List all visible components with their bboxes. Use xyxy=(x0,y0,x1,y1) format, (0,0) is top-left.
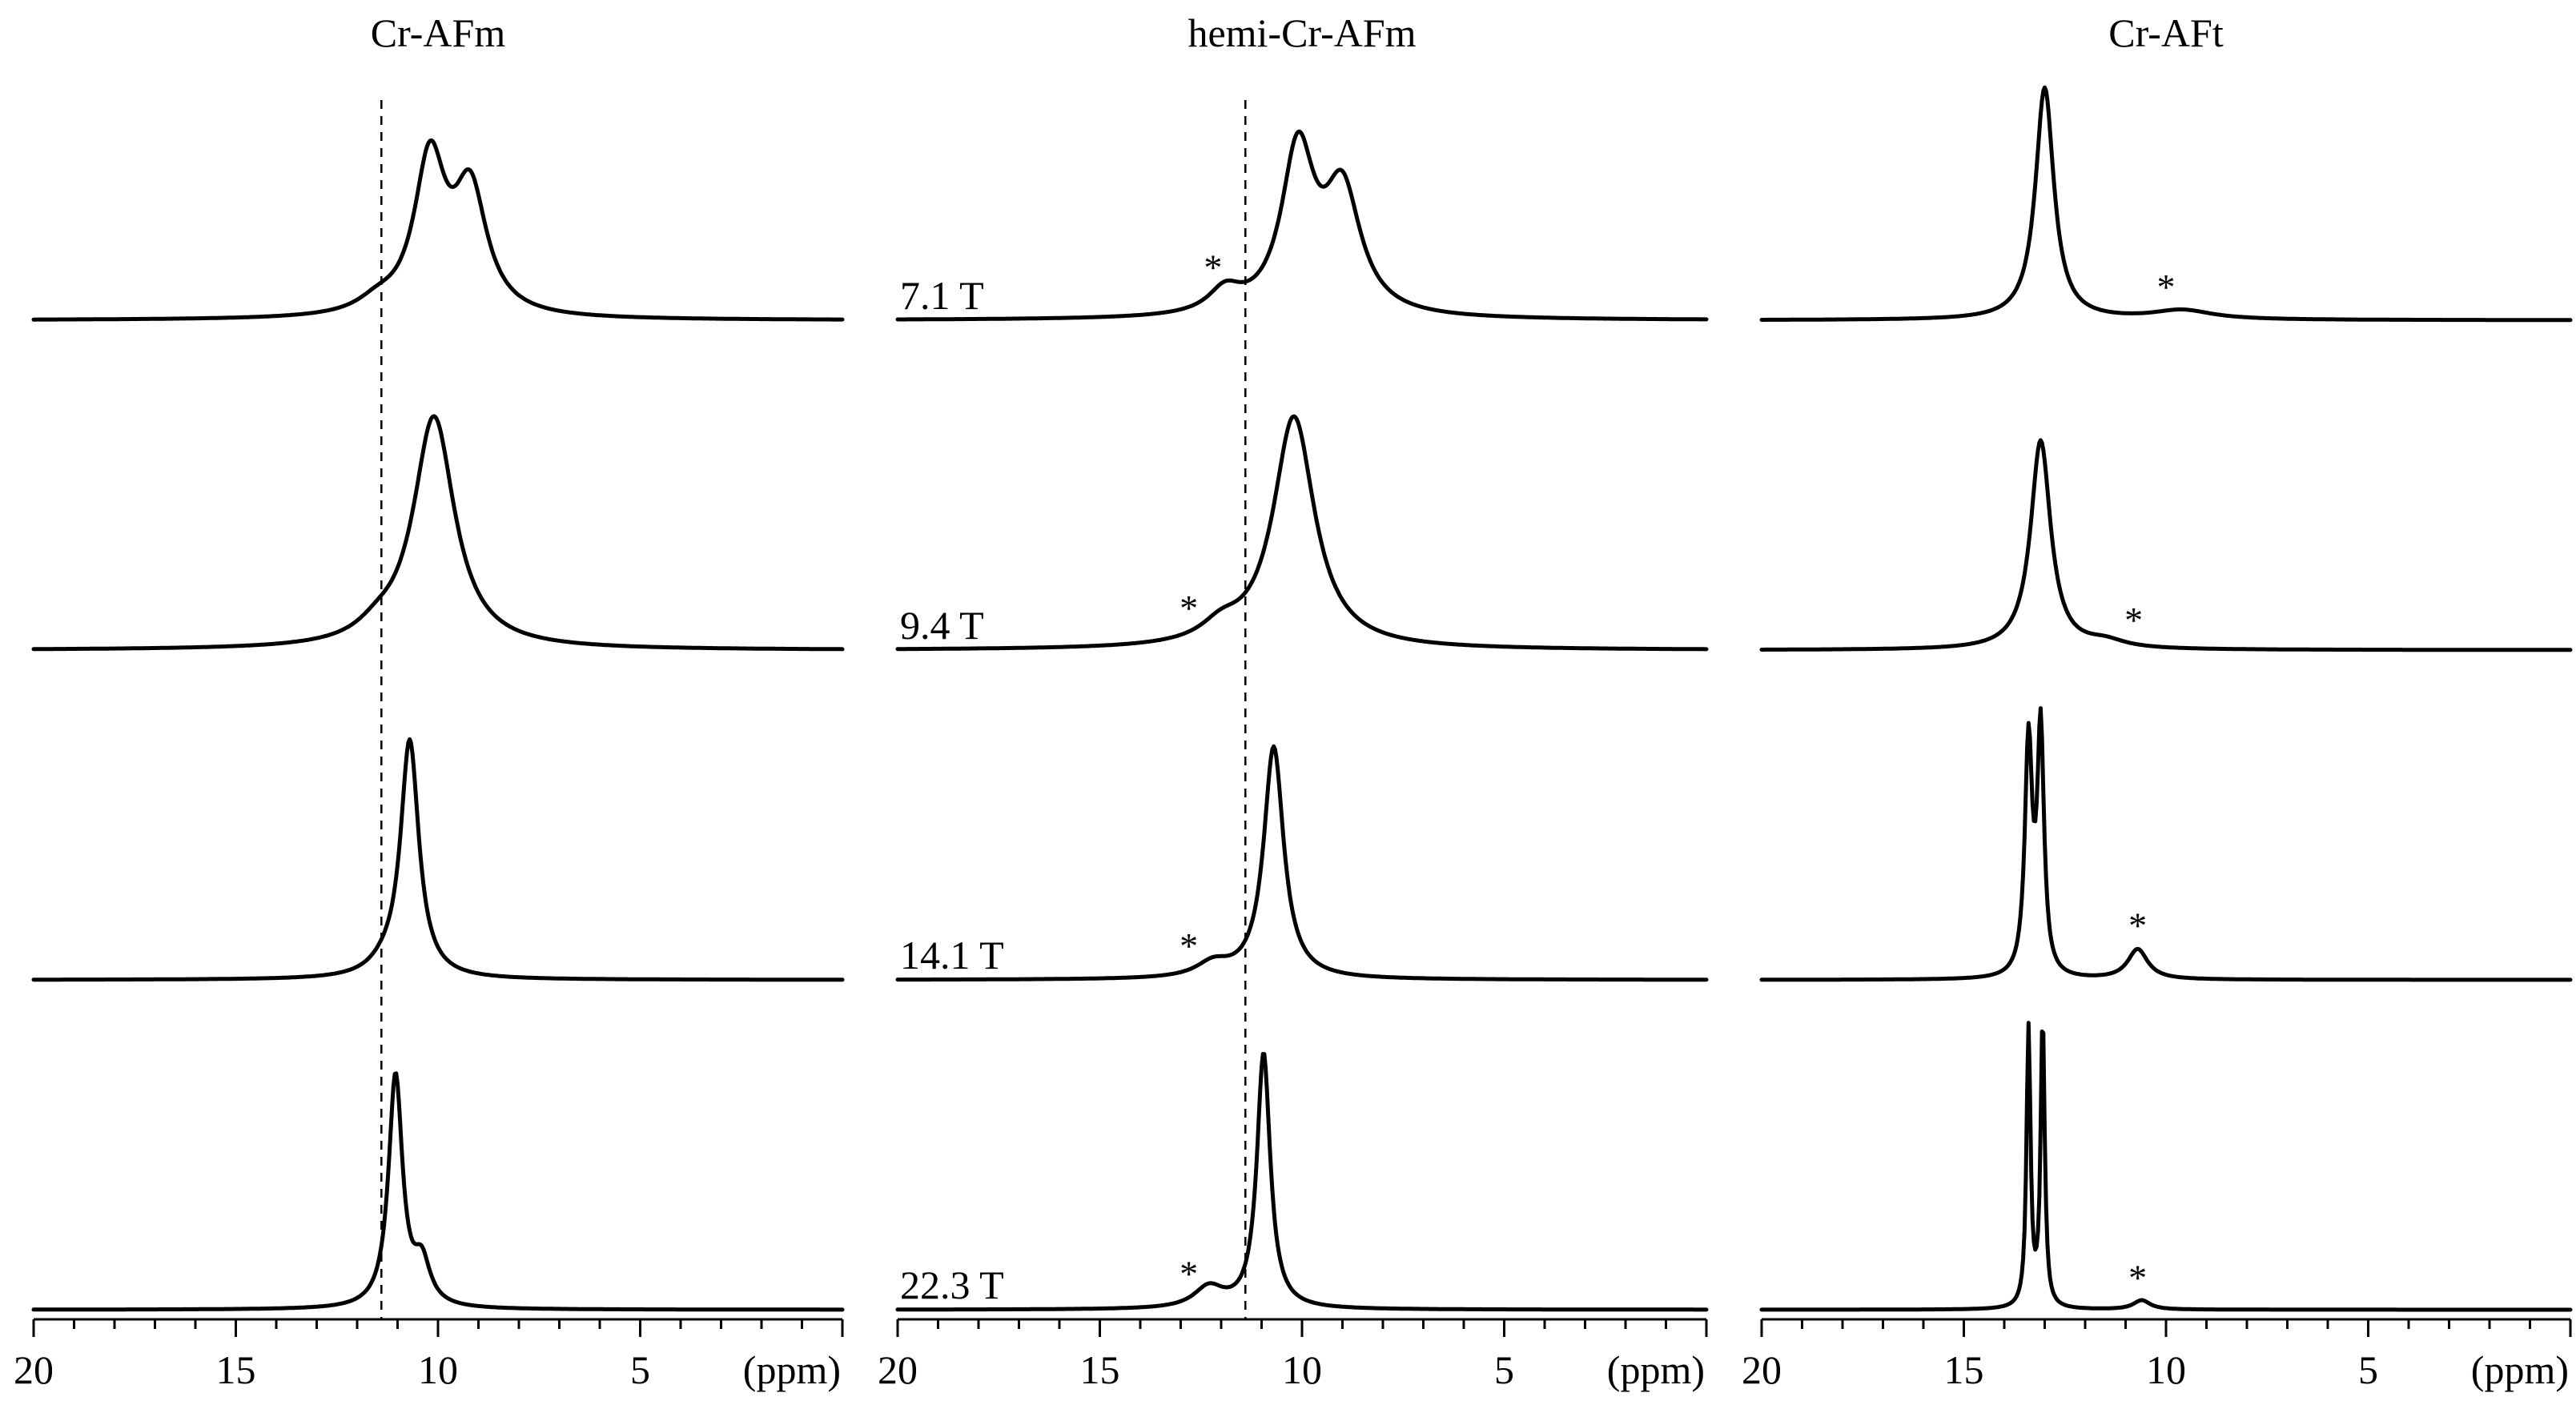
x-tick-label: 15 xyxy=(1080,1347,1120,1392)
spectrum-trace xyxy=(1759,85,2573,323)
field-label: 22.3 T xyxy=(900,1262,1004,1307)
spectrum-trace xyxy=(31,1071,845,1312)
asterisk-marker: * xyxy=(1204,247,1222,287)
field-label: 7.1 T xyxy=(900,273,984,318)
x-tick-label: 15 xyxy=(216,1347,256,1392)
field-label: 14.1 T xyxy=(900,933,1004,977)
asterisk-marker: * xyxy=(2128,1258,2147,1299)
asterisk-marker: * xyxy=(1179,925,1198,966)
x-tick-label: 5 xyxy=(2358,1347,2378,1392)
spectrum-trace xyxy=(895,1052,1709,1312)
x-tick-label: 10 xyxy=(1282,1347,1322,1392)
x-tick-label: 10 xyxy=(2146,1347,2186,1392)
spectrum-trace xyxy=(1759,1021,2573,1312)
x-axis-unit-label: (ppm) xyxy=(743,1347,841,1392)
spectrum-trace xyxy=(31,138,845,322)
x-tick-label: 15 xyxy=(1944,1347,1984,1392)
x-tick-label: 20 xyxy=(14,1347,54,1392)
panel-title: hemi-Cr-AFm xyxy=(1188,10,1416,55)
spectrum-trace xyxy=(1759,438,2573,652)
spectrum-trace xyxy=(31,414,845,652)
panel-2: Cr-AFt * * * * 20 15 10 5 (ppm) xyxy=(1742,10,2573,1392)
x-tick-label: 20 xyxy=(1742,1347,1782,1392)
panel-1: hemi-Cr-AFm * 7.1 T * 9.4 T * 14.1 T * 22.3 T 20 1… xyxy=(878,10,1709,1392)
field-label: 9.4 T xyxy=(900,603,984,648)
asterisk-marker: * xyxy=(2124,600,2143,640)
x-tick-label: 10 xyxy=(418,1347,458,1392)
x-axis-unit-label: (ppm) xyxy=(2471,1347,2569,1392)
x-axis-unit-label: (ppm) xyxy=(1607,1347,1705,1392)
panel-title: Cr-AFt xyxy=(2108,10,2224,55)
asterisk-marker: * xyxy=(1179,588,1198,628)
spectrum-trace xyxy=(895,744,1709,982)
spectrum-trace xyxy=(895,129,1709,322)
x-tick-label: 20 xyxy=(878,1347,918,1392)
spectrum-trace xyxy=(1759,706,2573,982)
panel-title: Cr-AFm xyxy=(371,10,506,55)
asterisk-marker: * xyxy=(2128,905,2147,945)
spectrum-trace xyxy=(895,414,1709,652)
panel-0: Cr-AFm 20 15 10 5 (ppm) xyxy=(14,10,845,1392)
asterisk-marker: * xyxy=(2157,267,2176,307)
spectrum-trace xyxy=(31,737,845,982)
x-tick-label: 5 xyxy=(630,1347,650,1392)
asterisk-marker: * xyxy=(1179,1254,1198,1295)
x-tick-label: 5 xyxy=(1494,1347,1514,1392)
